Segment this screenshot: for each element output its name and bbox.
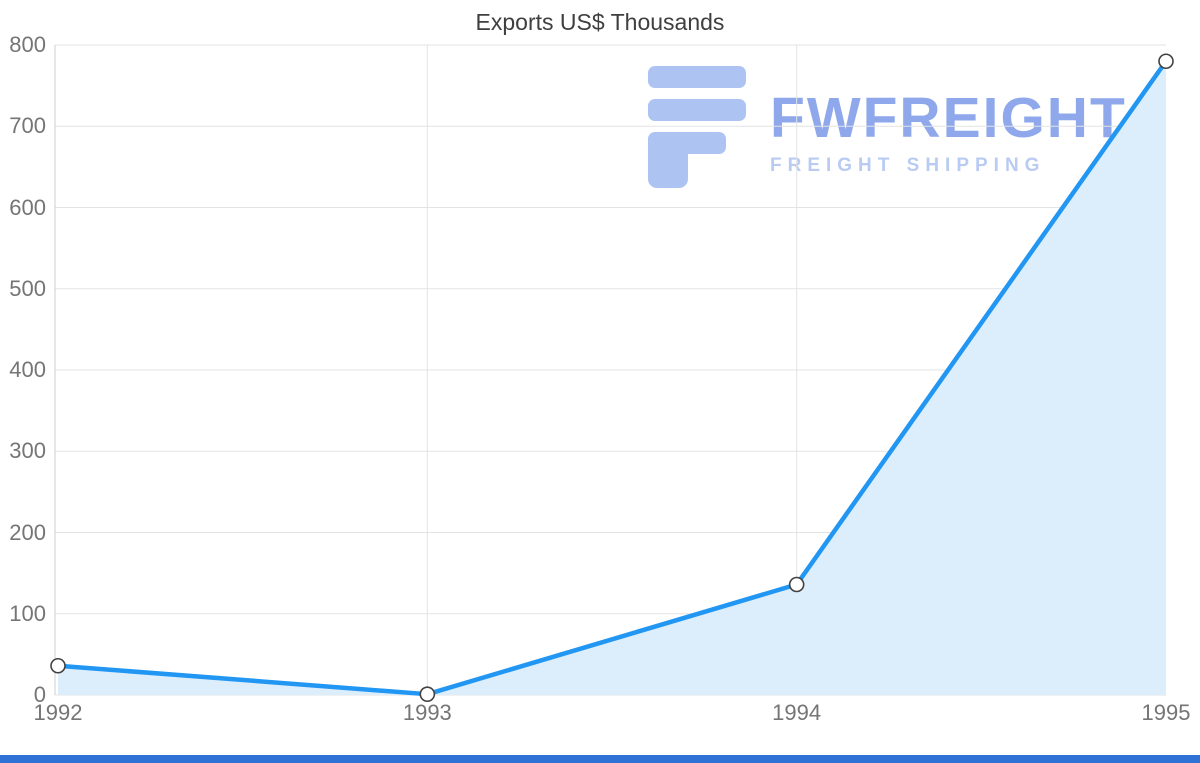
- data-point: [788, 576, 805, 593]
- area-fill: [58, 61, 1166, 695]
- x-axis-tick-label: 1993: [402, 700, 452, 725]
- bottom-accent-bar: [0, 755, 1200, 763]
- y-axis-tick-label: 800: [9, 32, 46, 57]
- x-axis-tick-label: 1994: [772, 700, 822, 725]
- watermark: FWFREIGHT FREIGHT SHIPPING: [648, 66, 1145, 188]
- data-point: [1158, 53, 1174, 70]
- y-axis-tick-label: 600: [9, 194, 46, 220]
- fwf-logo-icon: [648, 66, 746, 188]
- x-axis-tick-label: 1992: [33, 700, 83, 725]
- y-axis-tick-label: 0: [33, 682, 46, 707]
- y-axis-tick-label: 400: [9, 357, 46, 382]
- y-axis-tick-label: 100: [9, 600, 46, 626]
- x-axis-tick-label: 1995: [1141, 700, 1191, 725]
- watermark-brand: FWFREIGHT: [770, 86, 1127, 150]
- chart-title: Exports US$ Thousands: [475, 9, 725, 35]
- y-axis-tick-label: 500: [9, 275, 46, 301]
- y-axis-tick-label: 300: [9, 438, 46, 464]
- watermark-tagline: FREIGHT SHIPPING: [770, 155, 1046, 176]
- y-axis-tick-label: 200: [9, 519, 46, 545]
- data-point: [50, 657, 66, 674]
- y-axis-tick-label: 700: [9, 113, 46, 139]
- data-point: [419, 686, 436, 702]
- watermark-text: FWFREIGHT FREIGHT SHIPPING: [770, 90, 1145, 188]
- series-line: [55, 59, 1169, 697]
